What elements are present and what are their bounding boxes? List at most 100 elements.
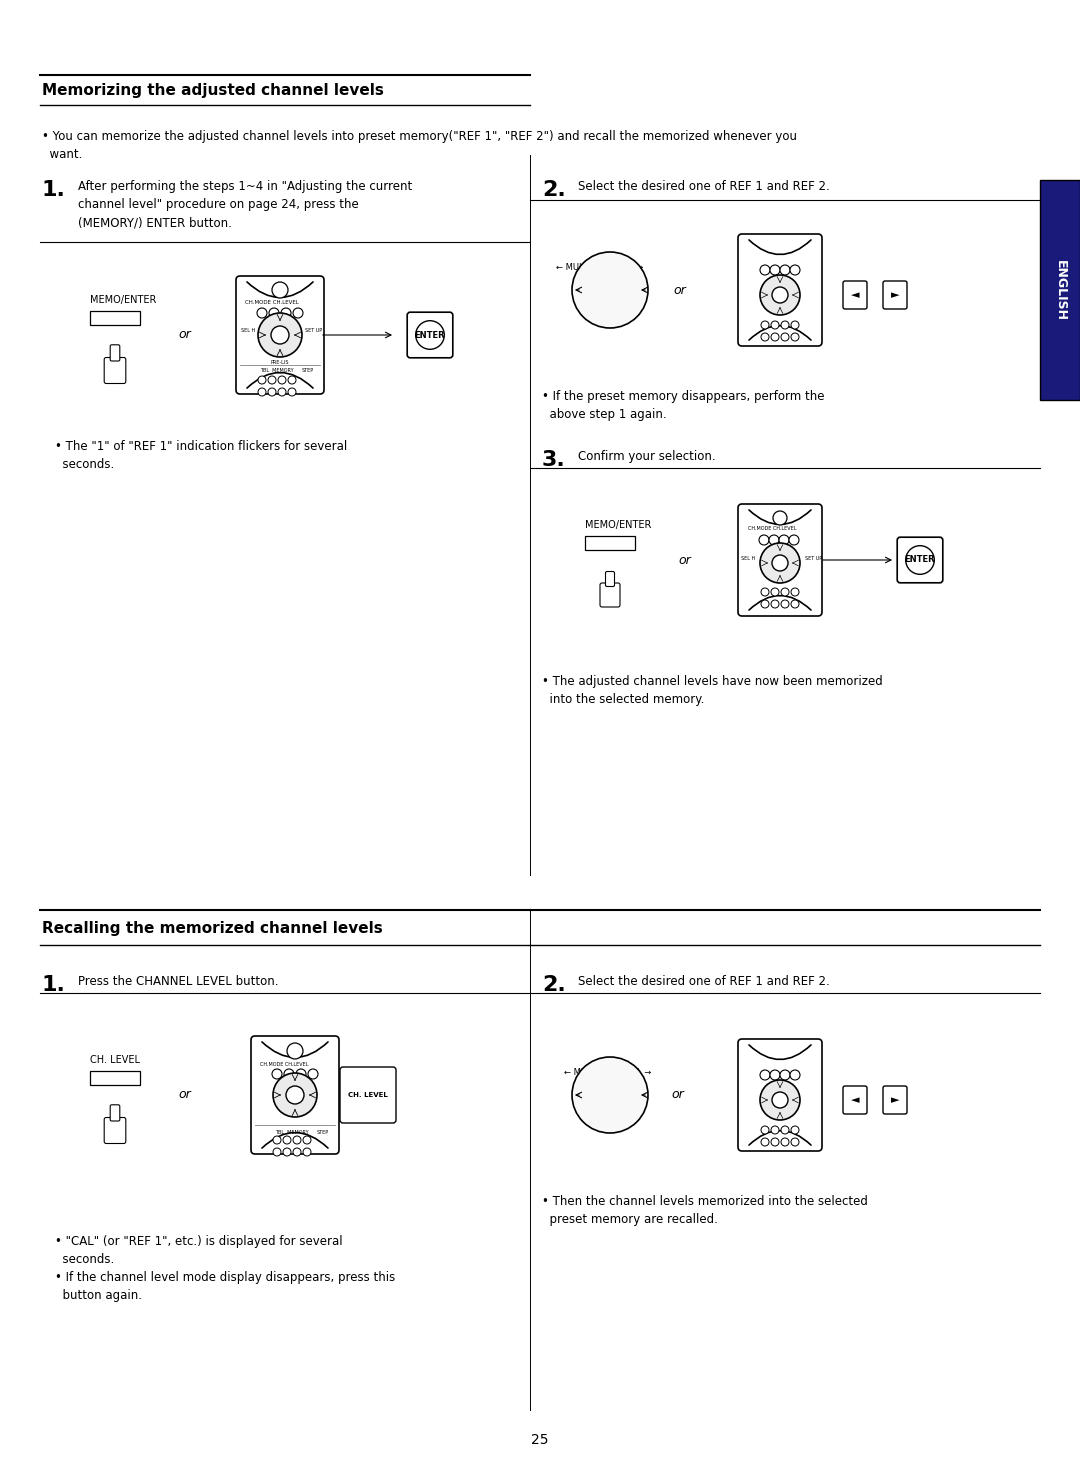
Text: MEMO/ENTER: MEMO/ENTER	[585, 521, 651, 529]
Circle shape	[906, 546, 934, 574]
Circle shape	[271, 325, 289, 345]
Text: ENTER: ENTER	[905, 556, 935, 565]
Text: STEP: STEP	[302, 368, 314, 374]
Circle shape	[273, 1148, 281, 1157]
Circle shape	[771, 589, 779, 596]
Circle shape	[760, 1069, 770, 1080]
Circle shape	[770, 1069, 780, 1080]
Circle shape	[268, 387, 276, 396]
Circle shape	[791, 321, 799, 328]
Text: Select the desired one of REF 1 and REF 2.: Select the desired one of REF 1 and REF …	[578, 180, 829, 192]
Text: ►: ►	[891, 290, 900, 300]
Circle shape	[288, 376, 296, 385]
Circle shape	[760, 543, 800, 583]
FancyBboxPatch shape	[251, 1035, 339, 1154]
Circle shape	[273, 1072, 318, 1117]
Circle shape	[287, 1043, 303, 1059]
Text: CH.MODE CH.LEVEL: CH.MODE CH.LEVEL	[260, 1062, 309, 1066]
Circle shape	[278, 376, 286, 385]
Circle shape	[257, 308, 267, 318]
FancyBboxPatch shape	[843, 281, 867, 309]
Text: • If the preset memory disappears, perform the
  above step 1 again.: • If the preset memory disappears, perfo…	[542, 390, 824, 422]
Circle shape	[771, 333, 779, 342]
Circle shape	[781, 321, 789, 328]
Circle shape	[281, 308, 291, 318]
FancyBboxPatch shape	[340, 1066, 396, 1123]
FancyBboxPatch shape	[104, 358, 125, 383]
Circle shape	[791, 600, 799, 608]
Text: 3.: 3.	[542, 450, 566, 470]
Text: SET UP: SET UP	[805, 556, 822, 561]
Circle shape	[284, 1069, 294, 1080]
Circle shape	[283, 1148, 291, 1157]
FancyBboxPatch shape	[110, 345, 120, 361]
Text: or: or	[674, 284, 687, 296]
FancyBboxPatch shape	[738, 234, 822, 346]
Text: CH. LEVEL: CH. LEVEL	[90, 1055, 140, 1065]
Circle shape	[771, 321, 779, 328]
Circle shape	[761, 1126, 769, 1134]
Text: CH.MODE CH.LEVEL: CH.MODE CH.LEVEL	[748, 527, 797, 531]
Text: CH.MODE CH.LEVEL: CH.MODE CH.LEVEL	[245, 300, 299, 306]
Circle shape	[258, 314, 302, 356]
Circle shape	[761, 321, 769, 328]
Circle shape	[781, 1126, 789, 1134]
Circle shape	[759, 535, 769, 544]
Circle shape	[789, 265, 800, 275]
Text: or: or	[178, 1089, 191, 1102]
Circle shape	[789, 1069, 800, 1080]
Circle shape	[760, 275, 800, 315]
Circle shape	[761, 589, 769, 596]
Circle shape	[293, 1148, 301, 1157]
Text: ENGLISH: ENGLISH	[1053, 259, 1067, 321]
Circle shape	[293, 1136, 301, 1143]
Text: 1.: 1.	[42, 975, 66, 995]
Circle shape	[258, 387, 266, 396]
Text: or: or	[178, 328, 191, 342]
Circle shape	[273, 1136, 281, 1143]
Text: PRE-LIS: PRE-LIS	[271, 361, 289, 365]
Text: • You can memorize the adjusted channel levels into preset memory("REF 1", "REF : • You can memorize the adjusted channel …	[42, 130, 797, 161]
FancyBboxPatch shape	[1040, 180, 1080, 399]
Text: • Then the channel levels memorized into the selected
  preset memory are recall: • Then the channel levels memorized into…	[542, 1195, 868, 1226]
Text: SET UP: SET UP	[305, 328, 322, 333]
Bar	[585, 535, 635, 550]
Circle shape	[779, 535, 789, 544]
Circle shape	[761, 600, 769, 608]
Circle shape	[761, 333, 769, 342]
Text: ◄: ◄	[851, 290, 860, 300]
FancyBboxPatch shape	[606, 571, 615, 587]
Circle shape	[771, 1137, 779, 1146]
FancyBboxPatch shape	[407, 312, 453, 358]
Text: TBL  MEMORY: TBL MEMORY	[275, 1130, 309, 1134]
Circle shape	[791, 333, 799, 342]
Circle shape	[272, 282, 288, 297]
Circle shape	[288, 387, 296, 396]
Circle shape	[781, 600, 789, 608]
Circle shape	[770, 265, 780, 275]
FancyBboxPatch shape	[738, 1040, 822, 1151]
FancyBboxPatch shape	[883, 281, 907, 309]
Text: STEP: STEP	[318, 1130, 329, 1134]
Bar	[90, 311, 140, 325]
Circle shape	[772, 555, 788, 571]
Text: Memorizing the adjusted channel levels: Memorizing the adjusted channel levels	[42, 83, 383, 98]
Circle shape	[771, 600, 779, 608]
Text: ENTER: ENTER	[415, 330, 445, 340]
Text: Recalling the memorized channel levels: Recalling the memorized channel levels	[42, 920, 382, 936]
Text: SEL H: SEL H	[741, 556, 755, 561]
Text: Press the CHANNEL LEVEL button.: Press the CHANNEL LEVEL button.	[78, 975, 279, 988]
Text: 2.: 2.	[542, 180, 566, 200]
Text: 1.: 1.	[42, 180, 66, 200]
Circle shape	[761, 1137, 769, 1146]
FancyBboxPatch shape	[883, 1086, 907, 1114]
Circle shape	[772, 1092, 788, 1108]
Circle shape	[572, 251, 648, 328]
FancyBboxPatch shape	[843, 1086, 867, 1114]
Circle shape	[780, 265, 789, 275]
Circle shape	[268, 376, 276, 385]
Bar	[90, 1071, 140, 1086]
Circle shape	[293, 308, 303, 318]
Text: CH. LEVEL: CH. LEVEL	[348, 1092, 388, 1097]
Circle shape	[278, 387, 286, 396]
